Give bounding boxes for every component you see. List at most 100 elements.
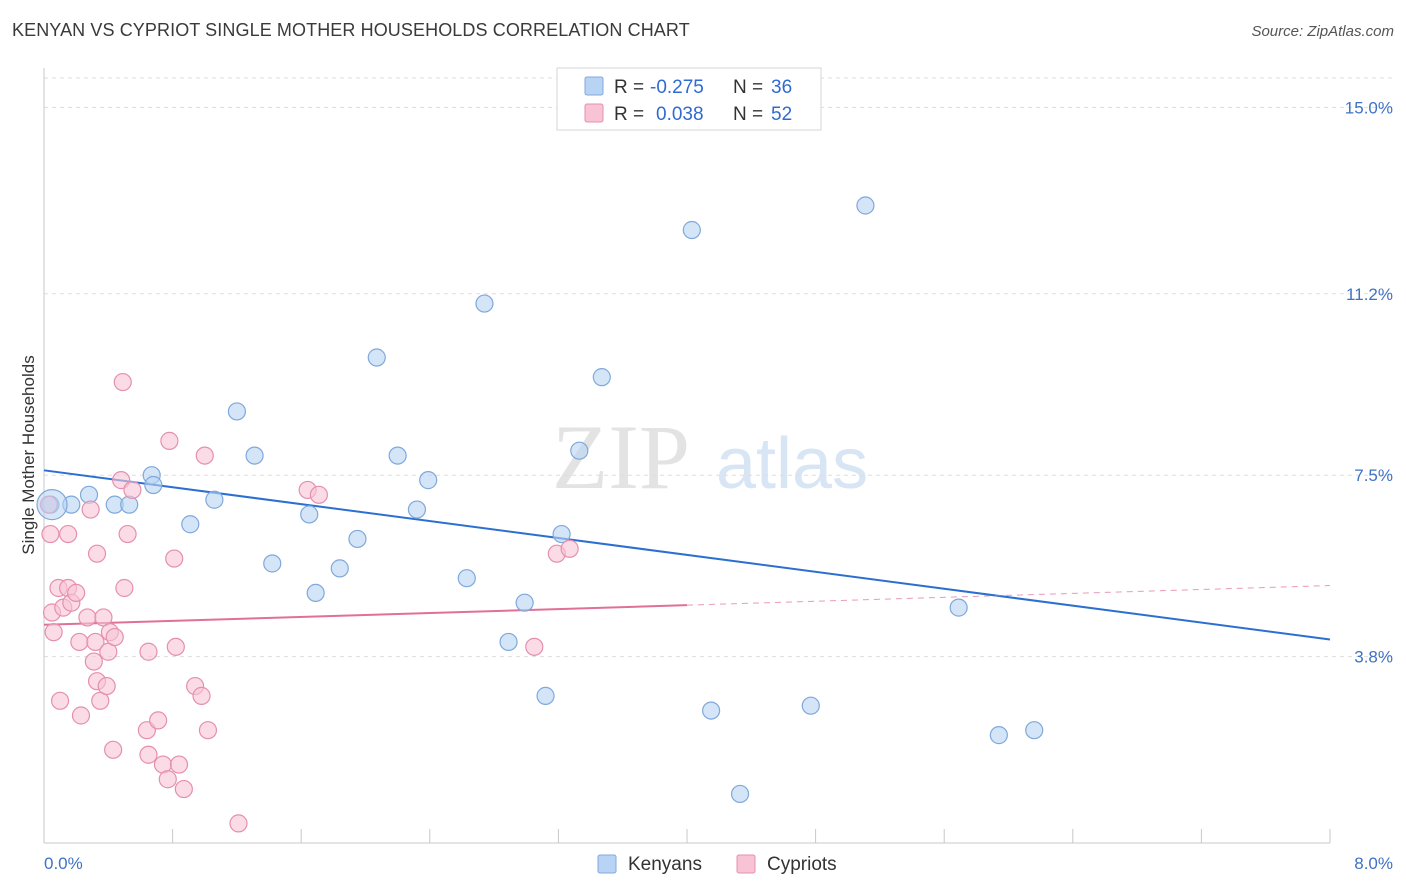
cypriot-point bbox=[169, 755, 189, 774]
watermark-zip: ZIP bbox=[552, 406, 690, 508]
cypriot-point bbox=[113, 372, 132, 392]
kenyan-point bbox=[702, 701, 721, 720]
kenyan-point bbox=[801, 696, 820, 715]
y-tick-label: 15.0% bbox=[1345, 98, 1393, 117]
kenyan-point bbox=[263, 554, 282, 573]
cypriot-point bbox=[115, 578, 134, 598]
x-tick-label-min: 0.0% bbox=[44, 854, 83, 873]
cypriot-point bbox=[192, 686, 211, 705]
cypriot-point bbox=[139, 642, 158, 661]
cypriot-point bbox=[165, 549, 184, 568]
kenyan-point bbox=[306, 583, 325, 603]
x-tick-label-max: 8.0% bbox=[1354, 854, 1393, 873]
kenyan-point bbox=[227, 402, 246, 421]
cypriot-point bbox=[123, 480, 142, 500]
kenyan-point bbox=[245, 446, 264, 465]
y-tick-label: 3.8% bbox=[1354, 648, 1393, 667]
chart-source: Source: ZipAtlas.com bbox=[1251, 23, 1394, 40]
trend-line-cypriots-extension bbox=[686, 585, 1331, 606]
kenyan-point bbox=[592, 368, 611, 387]
correlation-legend: R = -0.275 N = 36 R = 0.038 N = 52 bbox=[556, 67, 822, 131]
cypriot-point bbox=[50, 691, 70, 710]
kenyan-point bbox=[300, 505, 319, 524]
kenyan-point bbox=[407, 500, 427, 519]
cypriot-point bbox=[71, 706, 91, 725]
trend-line-cypriots bbox=[43, 604, 688, 626]
legend-r-value: -0.275 bbox=[650, 77, 704, 98]
kenyan-point bbox=[120, 495, 139, 514]
cypriot-point bbox=[229, 814, 248, 833]
legend-swatch-cypriots bbox=[584, 103, 604, 123]
kenyan-point bbox=[330, 559, 349, 578]
legend-r-value: 0.038 bbox=[656, 104, 704, 125]
kenyan-point-large bbox=[36, 489, 68, 521]
cypriot-point bbox=[174, 779, 193, 799]
cypriot-point bbox=[78, 608, 97, 627]
y-axis-label: Single Mother Households bbox=[19, 355, 38, 554]
kenyan-point bbox=[552, 524, 571, 544]
cypriot-point bbox=[44, 623, 63, 642]
y-tick-label: 11.2% bbox=[1346, 285, 1393, 304]
legend-n-value: 52 bbox=[771, 104, 792, 125]
cypriot-point bbox=[139, 745, 158, 764]
legend-r-label: R = bbox=[614, 77, 644, 98]
legend-r-label: R = bbox=[614, 104, 644, 125]
kenyan-point bbox=[730, 784, 750, 804]
legend-label-cypriots: Cypriots bbox=[767, 854, 837, 875]
kenyan-point bbox=[682, 220, 701, 240]
points-layer bbox=[36, 196, 1044, 833]
kenyan-point bbox=[367, 348, 386, 367]
cypriot-point bbox=[166, 637, 185, 656]
cypriot-point bbox=[525, 637, 544, 656]
kenyan-point bbox=[1025, 721, 1044, 740]
kenyan-point bbox=[475, 294, 494, 313]
trend-line-kenyans bbox=[43, 469, 1331, 641]
cypriot-point bbox=[118, 524, 137, 544]
y-tick-label: 7.5% bbox=[1354, 466, 1393, 485]
kenyan-point bbox=[515, 593, 534, 612]
kenyan-point bbox=[181, 515, 200, 534]
legend-n-label: N = bbox=[733, 77, 763, 98]
legend-n-value: 36 bbox=[771, 77, 792, 98]
kenyan-point bbox=[570, 441, 589, 460]
cypriot-point bbox=[81, 500, 100, 519]
cypriot-point bbox=[560, 539, 579, 558]
y-tick-labels: 3.8% 7.5% 11.2% 15.0% bbox=[1345, 98, 1393, 666]
cypriot-point bbox=[70, 632, 89, 652]
kenyan-point bbox=[348, 529, 367, 549]
cypriot-point bbox=[105, 627, 124, 647]
kenyan-point bbox=[536, 686, 555, 705]
kenyan-point bbox=[144, 475, 163, 495]
cypriot-point bbox=[195, 446, 214, 465]
trend-layer bbox=[43, 469, 1331, 641]
grid-layer bbox=[44, 77, 1393, 658]
kenyan-point bbox=[856, 196, 875, 215]
cypriot-point bbox=[97, 676, 116, 696]
series-legend: Kenyans Cypriots bbox=[597, 854, 837, 875]
legend-swatch-kenyans bbox=[584, 76, 604, 96]
cypriot-point bbox=[41, 524, 60, 544]
cypriot-point bbox=[160, 431, 179, 450]
cypriot-point bbox=[67, 583, 86, 603]
kenyan-point bbox=[457, 569, 476, 588]
axis-layer bbox=[43, 68, 1331, 844]
legend-label-kenyans: Kenyans bbox=[628, 854, 702, 875]
kenyan-point bbox=[499, 632, 518, 652]
cypriot-point bbox=[309, 485, 328, 504]
legend-n-label: N = bbox=[733, 104, 763, 125]
cypriot-point bbox=[158, 770, 177, 789]
cypriot-point bbox=[149, 711, 168, 730]
kenyan-point bbox=[388, 446, 407, 465]
kenyan-point bbox=[949, 598, 968, 617]
cypriot-point bbox=[84, 652, 103, 671]
cypriot-point bbox=[86, 632, 105, 652]
kenyan-point bbox=[989, 726, 1008, 745]
cypriot-point bbox=[198, 721, 218, 740]
cypriot-point bbox=[59, 524, 78, 544]
watermark-atlas: atlas bbox=[716, 424, 868, 504]
watermark: ZIP atlas bbox=[552, 406, 868, 508]
chart-title: KENYAN VS CYPRIOT SINGLE MOTHER HOUSEHOL… bbox=[12, 20, 690, 40]
legend-swatch-kenyans bbox=[597, 854, 617, 874]
kenyan-point bbox=[205, 490, 224, 509]
